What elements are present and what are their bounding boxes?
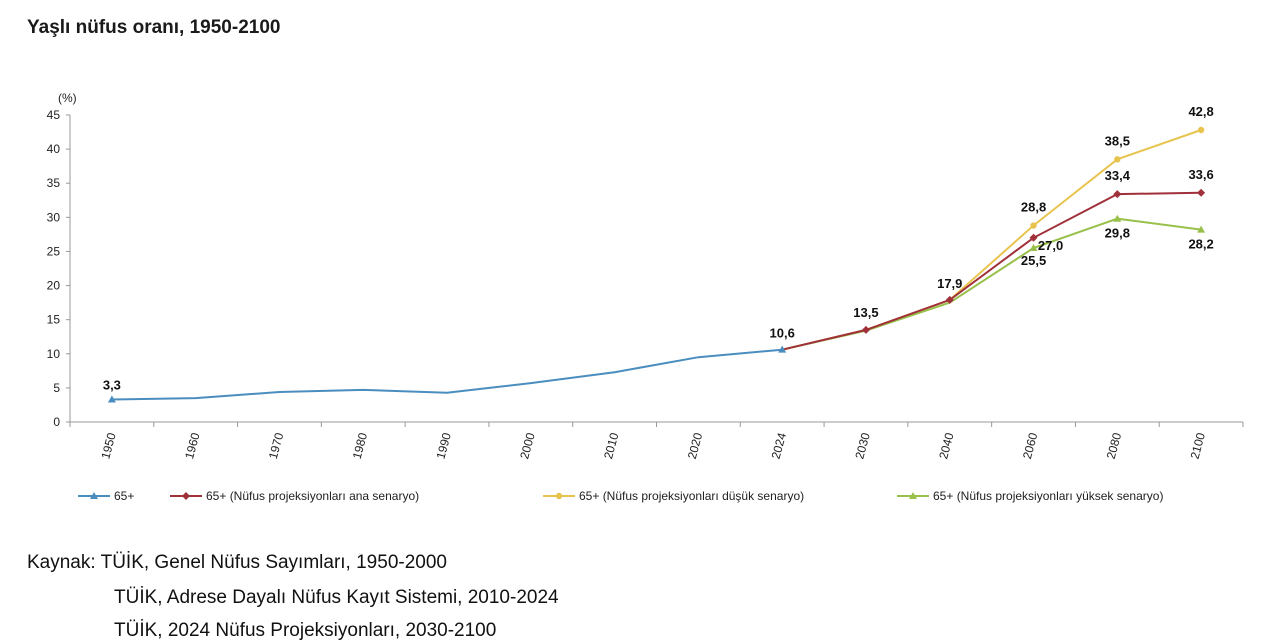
series-point-1 <box>1113 190 1122 199</box>
x-tick-label: 2040 <box>936 431 957 461</box>
x-tick-label: 2100 <box>1188 431 1209 461</box>
x-tick-label: 2080 <box>1104 431 1125 461</box>
y-tick-label: 30 <box>47 210 61 224</box>
data-label: 38,5 <box>1105 133 1130 148</box>
legend-marker <box>555 492 563 500</box>
series-point-3 <box>1197 225 1206 233</box>
series-line-2 <box>781 129 1202 351</box>
data-label: 10,6 <box>770 326 795 341</box>
data-label: 28,8 <box>1021 200 1046 215</box>
legend-marker <box>90 492 98 499</box>
data-label: 33,4 <box>1105 168 1131 183</box>
data-label: 27,0 <box>1038 238 1063 253</box>
y-tick-label: 40 <box>47 142 61 156</box>
data-label: 17,9 <box>937 276 962 291</box>
x-tick-label: 2010 <box>601 431 622 461</box>
series-line-1 <box>781 191 1202 351</box>
x-tick-label: 2020 <box>685 431 706 461</box>
x-tick-label: 2060 <box>1020 431 1041 461</box>
series-point-3 <box>1113 214 1122 222</box>
data-label: 33,6 <box>1188 167 1213 182</box>
series-point-1 <box>1029 233 1038 242</box>
source-line-1: Kaynak: TÜİK, Genel Nüfus Sayımları, 195… <box>27 552 447 573</box>
series-point-1 <box>861 325 870 334</box>
legend-marker <box>182 492 190 500</box>
x-tick-label: 1990 <box>433 431 454 461</box>
legend-label: 65+ (Nüfus projeksiyonları düşük senaryo… <box>579 489 804 503</box>
x-tick-label: 1970 <box>266 431 287 461</box>
y-axis-label: (%) <box>58 91 77 105</box>
legend-label: 65+ (Nüfus projeksiyonları yüksek senary… <box>933 489 1163 503</box>
legend-label: 65+ (Nüfus projeksiyonları ana senaryo) <box>206 489 419 503</box>
legend-marker <box>909 492 917 499</box>
x-tick-label: 2000 <box>517 431 538 461</box>
x-tick-label: 1980 <box>350 431 371 461</box>
series-point-1 <box>1197 188 1206 197</box>
x-tick-label: 2030 <box>852 431 873 461</box>
data-label: 28,2 <box>1188 237 1213 252</box>
series-point-3 <box>1029 244 1038 252</box>
series-point-2 <box>1197 126 1205 134</box>
data-label: 42,8 <box>1188 104 1213 119</box>
x-tick-label: 1960 <box>182 431 203 461</box>
y-tick-label: 20 <box>47 279 61 293</box>
series-point-0 <box>107 395 116 403</box>
y-tick-label: 5 <box>53 381 60 395</box>
series-line-0 <box>111 348 783 401</box>
source-line-2: TÜİK, Adrese Dayalı Nüfus Kayıt Sistemi,… <box>114 587 559 608</box>
data-label: 25,5 <box>1021 253 1046 268</box>
source-line-3: TÜİK, 2024 Nüfus Projeksiyonları, 2030-2… <box>114 620 497 641</box>
series-line-3 <box>781 217 1202 351</box>
data-label: 29,8 <box>1105 226 1130 241</box>
y-tick-label: 15 <box>47 313 61 327</box>
legend-label: 65+ <box>114 489 134 503</box>
y-tick-label: 45 <box>47 108 61 122</box>
series-point-2 <box>1030 222 1037 229</box>
series-point-2 <box>1114 156 1121 163</box>
data-label: 13,5 <box>853 305 878 320</box>
y-tick-label: 35 <box>47 176 61 190</box>
line-chart: 0 5 10 15 20 25 30 35 40 45 (%) 1950 1960 1970 1980 199… <box>47 91 1244 503</box>
series-point-0 <box>778 345 787 353</box>
y-tick-label: 25 <box>47 244 61 258</box>
x-tick-label: 2024 <box>769 431 790 461</box>
y-tick-label: 10 <box>47 347 61 361</box>
x-tick-label: 1950 <box>98 431 119 461</box>
y-tick-label: 0 <box>53 415 60 429</box>
data-label: 3,3 <box>103 377 121 392</box>
chart-title: Yaşlı nüfus oranı, 1950-2100 <box>27 17 281 38</box>
series-point-1 <box>945 295 954 304</box>
